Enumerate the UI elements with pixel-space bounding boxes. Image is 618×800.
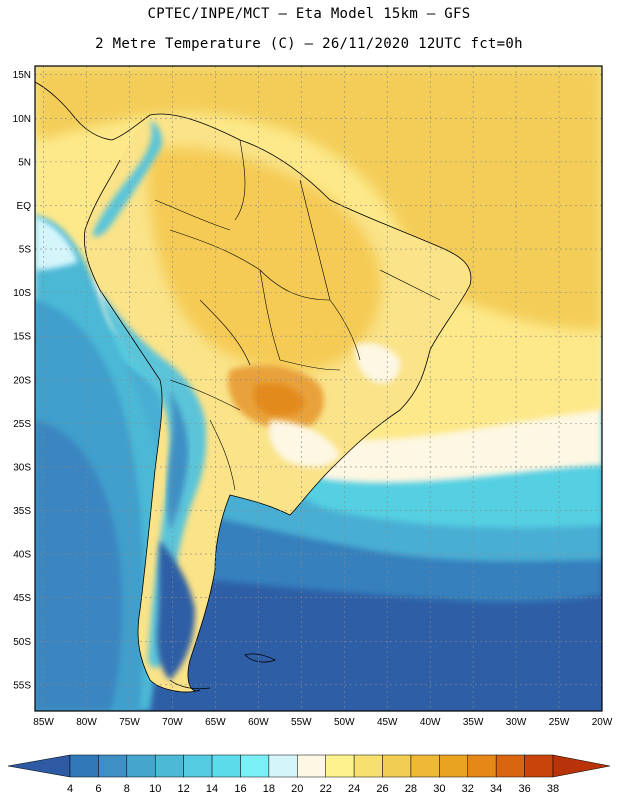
colorbar-swatch [69,754,99,778]
colorbar-arrow-low [7,754,71,778]
latitude-tick-label: EQ [17,201,32,212]
warm-center [148,147,381,371]
southern-brazil-cool [268,420,340,467]
colorbar: 4 6 8 10 12 14 16 18 20 22 24 26 28 30 32 34 36 38 [7,754,611,795]
colorbar-arrow-high [552,754,611,778]
longitude-tick-label: 60W [248,717,269,728]
colorbar-label: 22 [320,783,332,795]
field-pacific-equatorial [35,216,78,270]
colorbar-swatch [524,754,554,778]
colorbar-label: 26 [376,783,388,795]
latitude-tick-label: 45S [13,593,31,604]
andes-cold-core [167,390,189,530]
colorbar-label: 28 [405,783,417,795]
longitude-tick-label: 25W [549,717,570,728]
latitude-tick-label: 50S [13,637,31,648]
country-borders [154,139,441,491]
latitude-tick-label: 20S [13,375,31,386]
colorbar-swatch [183,754,213,778]
latitude-tick-label: 30S [13,462,31,473]
latitude-tick-label: 15S [13,332,31,343]
map-field [35,66,602,711]
andes-south [100,290,207,668]
colorbar-swatch [410,754,440,778]
longitude-tick-label: 65W [205,717,226,728]
colorbar-label: 6 [95,783,101,795]
south-america-coast [35,81,472,693]
longitude-tick-label: 55W [291,717,312,728]
longitude-tick-label: 20W [592,717,613,728]
longitude-tick-label: 45W [377,717,398,728]
longitude-tick-label: 85W [33,717,54,728]
longitude-tick-label: 40W [420,717,441,728]
colorbar-label: 38 [547,783,559,795]
colorbar-label: 8 [124,783,130,795]
colorbar-swatch [325,754,355,778]
colorbar-label: 34 [490,783,502,795]
colorbar-swatch [211,754,241,778]
map-title-line1: CPTEC/INPE/MCT – Eta Model 15km – GFS [147,6,471,22]
colorbar-label: 14 [206,783,218,795]
latitude-tick-label: 15N [13,70,31,81]
longitude-tick-label: 70W [162,717,183,728]
colorbar-label: 12 [178,783,190,795]
latitude-tick-label: 10N [13,114,31,125]
se-highlands [355,343,401,384]
andes-north [92,120,162,237]
colorbar-swatch [467,754,497,778]
colorbar-swatch [495,754,525,778]
colorbar-swatch [382,754,412,778]
latitude-tick-label: 35S [13,506,31,517]
longitude-tick-label: 30W [506,717,527,728]
colorbar-swatch [353,754,383,778]
colorbar-label: 32 [462,783,474,795]
map-title-line2: 2 Metre Temperature (C) – 26/11/2020 12U… [95,36,523,52]
latitude-labels: 15N 10N 5N EQ 5S 10S 15S 20S 25S 30S 35S 40S 45S 50S 5… [13,70,32,691]
latitude-tick-label: 5N [18,157,31,168]
colorbar-swatch [126,754,156,778]
longitude-tick-label: 75W [119,717,140,728]
map-frame [34,65,603,712]
longitude-labels: 85W 80W 75W 70W 65W 60W 55W 50W 45W 40W 35W 30W 25W 2… [33,717,613,728]
patagonia-cold [157,540,195,680]
latitude-tick-label: 55S [13,680,31,691]
colorbar-swatch [98,754,128,778]
colorbar-label: 30 [433,783,445,795]
colorbar-swatch [439,754,469,778]
colorbar-label: 18 [263,783,275,795]
field-pacific-cold [35,420,122,711]
longitude-tick-label: 50W [334,717,355,728]
latitude-tick-label: 10S [13,288,31,299]
colorbar-swatch [297,754,326,778]
latitude-tick-label: 25S [13,419,31,430]
latitude-tick-label: 40S [13,550,31,561]
colorbar-label: 4 [67,783,73,795]
colorbar-label: 24 [348,783,360,795]
longitude-tick-label: 35W [463,717,484,728]
latitude-tick-label: 5S [19,245,32,256]
longitude-tick-label: 80W [76,717,97,728]
colorbar-label: 20 [291,783,303,795]
colorbar-label: 10 [149,783,161,795]
colorbar-swatch [154,754,184,778]
colorbar-label: 36 [518,783,530,795]
colorbar-swatch [268,754,298,778]
falkland-islands [244,653,276,663]
colorbar-label: 16 [234,783,246,795]
hottest-core [253,383,305,417]
colorbar-swatch [240,754,270,778]
